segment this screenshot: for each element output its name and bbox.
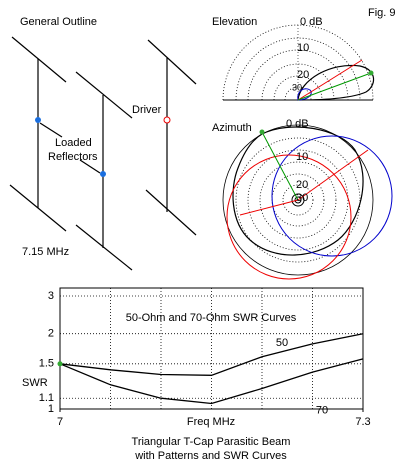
azimuth-title: Azimuth — [212, 122, 252, 134]
frequency-label: 7.15 MHz — [22, 246, 69, 258]
load-dot — [100, 171, 106, 177]
pattern — [226, 154, 352, 280]
ring — [222, 124, 374, 276]
swr-chart: 50-Ohm and 70-Ohm SWR Curves Freq MHz SW… — [22, 287, 371, 462]
ring — [247, 149, 349, 251]
caption: with Patterns and SWR Curves — [134, 450, 287, 462]
series-label: 70 — [316, 404, 328, 416]
ring-label: 0 dB — [300, 16, 323, 28]
leader — [79, 159, 101, 174]
y-tick-label: 2 — [48, 328, 54, 340]
elevation-title: Elevation — [212, 16, 257, 28]
pattern — [297, 64, 375, 101]
elevation-plot: Elevation 0 dB 10 20 30 — [212, 16, 375, 101]
outline-diagram: General Outline Driver Loaded Reflectors… — [9, 16, 197, 271]
y-tick-label: 1 — [48, 403, 54, 415]
ring-label: 0 dB — [286, 118, 309, 130]
y-tick-label: 3 — [48, 290, 54, 302]
element-arm — [9, 184, 67, 232]
element-arm — [11, 36, 67, 83]
x-tick-label: 7.3 — [355, 416, 370, 428]
ring — [259, 161, 337, 239]
leader — [39, 122, 63, 138]
y-tick-label: 1.1 — [39, 392, 54, 404]
ring-label: 10 — [297, 42, 309, 54]
reflectors-label: Loaded — [55, 137, 92, 149]
ring — [235, 137, 361, 263]
load-dot — [35, 117, 41, 123]
ring-label: 30 — [296, 192, 308, 204]
series-label: 50 — [276, 337, 288, 349]
ring — [273, 75, 323, 101]
figure-label: Fig. 9 — [368, 7, 396, 19]
swr-curve — [59, 333, 364, 376]
ring — [291, 193, 305, 207]
cursor — [57, 361, 63, 367]
outline-title: General Outline — [20, 16, 97, 28]
ring-label: 20 — [296, 179, 308, 191]
cursor — [259, 129, 265, 135]
y-axis-label: SWR — [22, 377, 48, 389]
cursor — [368, 70, 374, 76]
ring — [247, 49, 349, 101]
ring-label: 10 — [296, 151, 308, 163]
pattern — [297, 88, 312, 101]
chart-title: 50-Ohm and 70-Ohm SWR Curves — [126, 312, 297, 324]
driver-label: Driver — [132, 104, 162, 116]
azimuth-plot: Azimuth 0 dB 10 20 30 — [212, 118, 393, 280]
beam-line — [261, 131, 299, 201]
y-tick-label: 1.5 — [39, 358, 54, 370]
ring-label: 20 — [297, 69, 309, 81]
x-axis-label: Freq MHz — [187, 416, 235, 428]
swr-curve — [59, 358, 364, 405]
pattern — [271, 135, 393, 257]
element-arm — [75, 71, 133, 119]
caption: Triangular T-Cap Parasitic Beam — [132, 436, 291, 448]
ring — [294, 196, 302, 204]
ring — [261, 63, 335, 101]
element-arm — [75, 224, 133, 271]
x-tick-label: 7 — [57, 416, 63, 428]
reflectors-label: Reflectors — [48, 151, 98, 163]
element-arm — [145, 189, 197, 236]
beam-line — [297, 59, 363, 101]
ring — [282, 184, 314, 216]
beam-line — [297, 72, 372, 101]
beam-line — [239, 199, 299, 216]
feed-point — [163, 116, 171, 124]
ring-label: 30 — [292, 82, 302, 92]
element-arm — [147, 39, 197, 85]
beam-line — [297, 149, 369, 201]
